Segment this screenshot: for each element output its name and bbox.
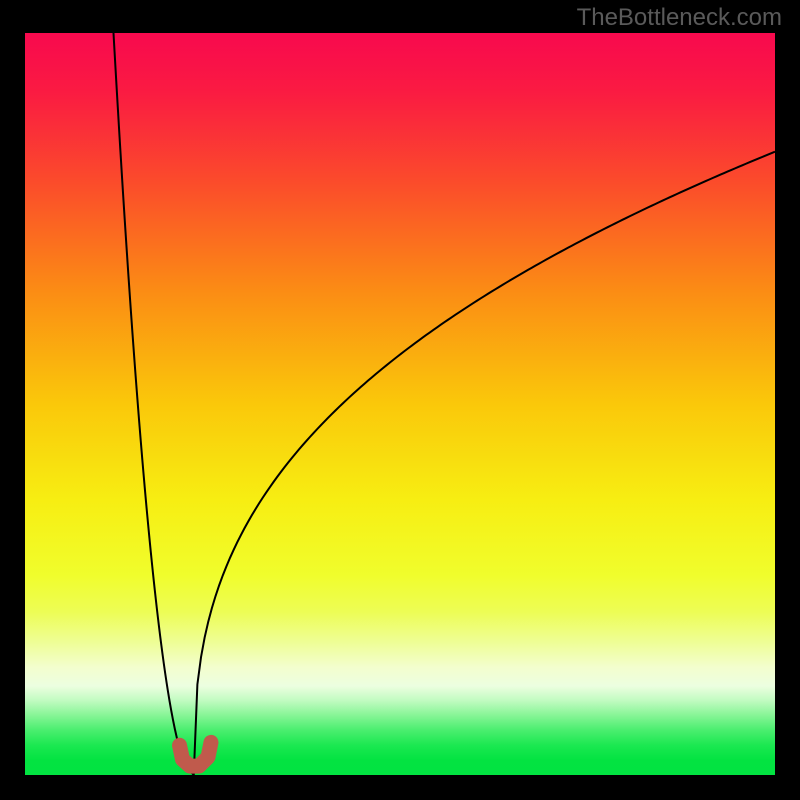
bottleneck-chart-container: TheBottleneck.com (0, 0, 800, 800)
watermark-text: TheBottleneck.com (577, 4, 782, 32)
chart-background-gradient (25, 33, 775, 775)
